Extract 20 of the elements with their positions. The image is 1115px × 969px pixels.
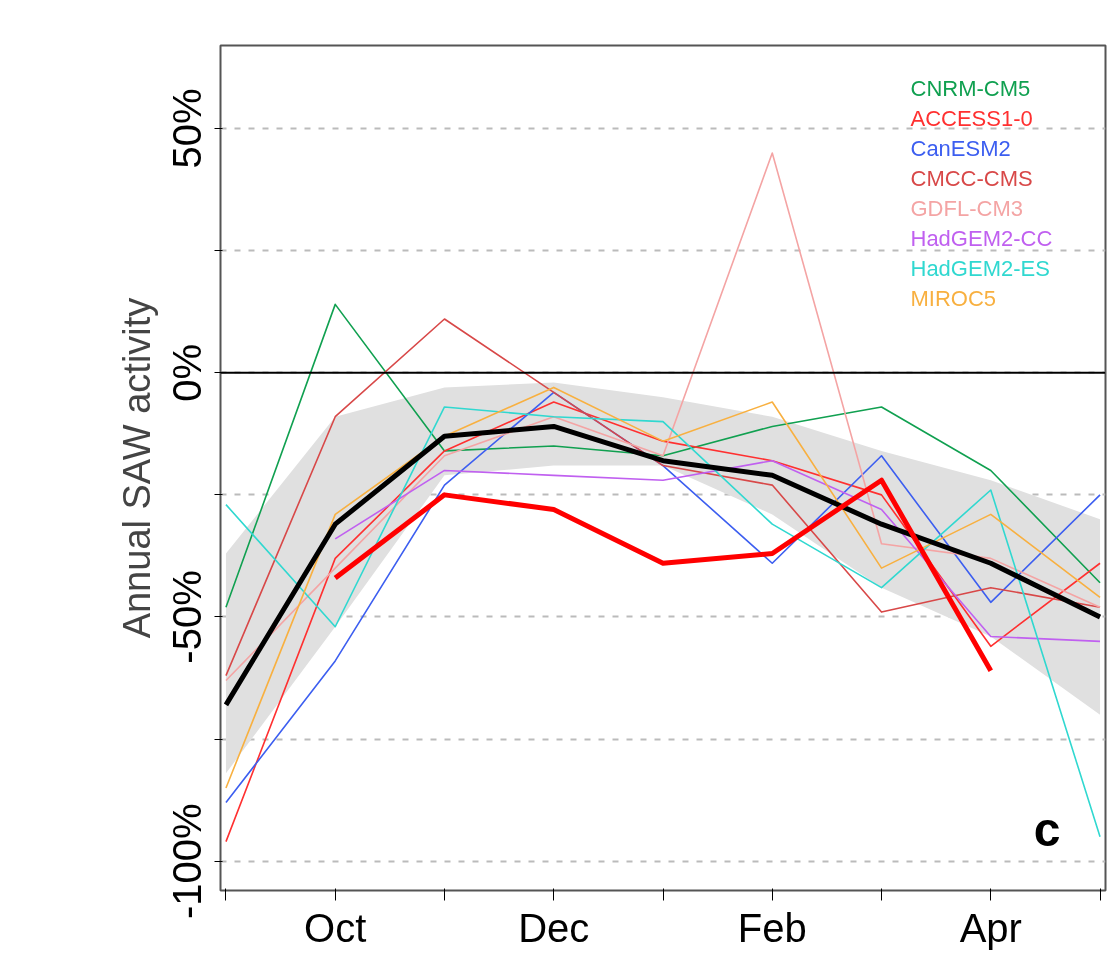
text: HadGEM2-ES (910, 255, 1050, 281)
text: ACCESS1-0 (910, 105, 1033, 131)
y-tick-label: 50% (165, 88, 210, 169)
annotation: c (1033, 802, 1061, 856)
line-series (225, 318, 1101, 677)
text: MIROC5 (910, 285, 997, 311)
text: GDFL-CM3 (910, 195, 1023, 221)
y-tick-label: -100% (165, 803, 210, 920)
y-tick-label: -50% (165, 570, 210, 664)
x-tick-label: Oct (304, 905, 367, 950)
text: CMCC-CMS (910, 165, 1033, 191)
x-tick-label: Dec (518, 905, 590, 950)
y-tick-label: 0% (165, 343, 210, 402)
y-axis-title: Annual SAW activity (115, 297, 158, 639)
line-series (334, 459, 1101, 643)
x-tick-label: Feb (737, 905, 807, 950)
text: HadGEM2-CC (910, 225, 1053, 251)
text: CNRM-CM5 (910, 75, 1031, 101)
text: CanESM2 (910, 135, 1011, 161)
x-tick-label: Apr (959, 905, 1022, 950)
